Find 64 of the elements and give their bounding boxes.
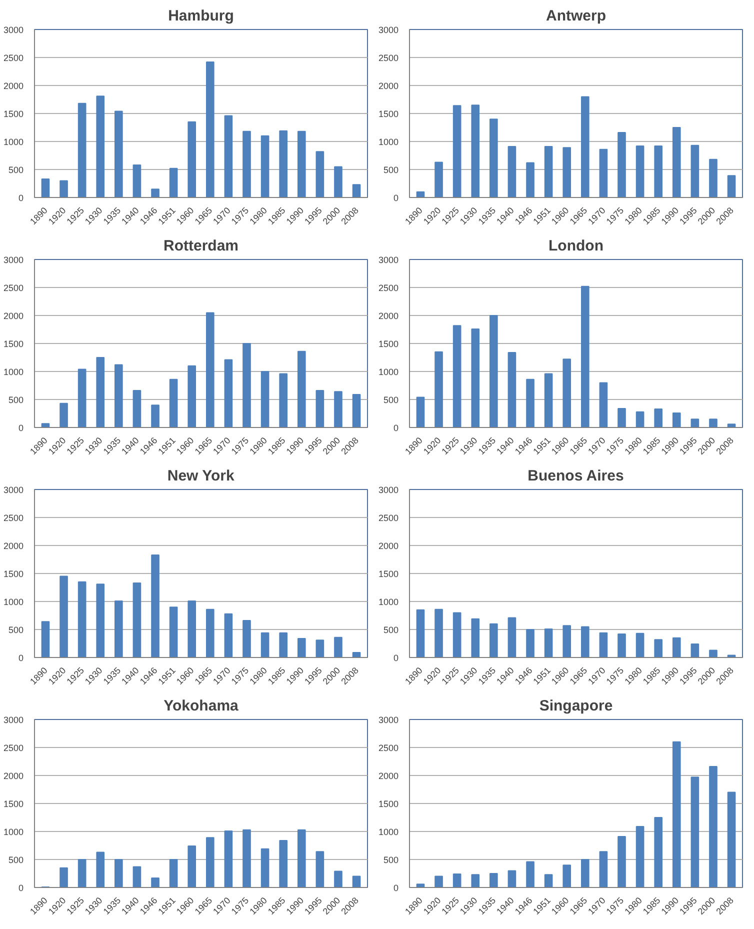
y-tick-label: 0 bbox=[393, 423, 399, 433]
y-tick-label: 1500 bbox=[378, 339, 399, 349]
y-tick-label: 2500 bbox=[3, 283, 24, 293]
y-tick-label: 500 bbox=[8, 855, 24, 865]
chart-title: Rotterdam bbox=[163, 238, 239, 254]
y-tick-label: 500 bbox=[383, 165, 399, 175]
y-tick-label: 2000 bbox=[378, 81, 399, 91]
y-tick-label: 2500 bbox=[3, 743, 24, 753]
y-tick-label: 2500 bbox=[378, 53, 399, 63]
y-tick-label: 0 bbox=[18, 883, 24, 893]
chart-title: New York bbox=[167, 468, 236, 484]
y-tick-label: 3000 bbox=[378, 25, 399, 35]
y-tick-label: 0 bbox=[393, 653, 399, 663]
y-tick-label: 0 bbox=[18, 193, 24, 203]
y-tick-label: 1000 bbox=[3, 827, 24, 837]
y-tick-label: 0 bbox=[18, 423, 24, 433]
y-tick-label: 3000 bbox=[378, 715, 399, 725]
y-tick-label: 1500 bbox=[3, 339, 24, 349]
y-tick-label: 1500 bbox=[378, 569, 399, 579]
y-tick-label: 500 bbox=[8, 165, 24, 175]
y-tick-label: 1500 bbox=[378, 109, 399, 119]
chart-title: Yokohama bbox=[164, 698, 240, 714]
y-tick-label: 1500 bbox=[3, 799, 24, 809]
y-tick-label: 2500 bbox=[3, 53, 24, 63]
y-tick-label: 1500 bbox=[3, 109, 24, 119]
y-tick-label: 3000 bbox=[3, 715, 24, 725]
y-tick-label: 2500 bbox=[378, 283, 399, 293]
chart-title: Buenos Aires bbox=[528, 468, 624, 484]
y-tick-label: 500 bbox=[383, 855, 399, 865]
y-tick-label: 3000 bbox=[3, 255, 24, 265]
y-tick-label: 2000 bbox=[3, 771, 24, 781]
chart-title: Hamburg bbox=[168, 8, 234, 24]
y-tick-label: 2500 bbox=[378, 743, 399, 753]
y-tick-label: 1000 bbox=[378, 367, 399, 377]
y-tick-label: 2000 bbox=[3, 541, 24, 551]
y-tick-label: 1500 bbox=[3, 569, 24, 579]
y-tick-label: 0 bbox=[18, 653, 24, 663]
y-tick-label: 1000 bbox=[3, 367, 24, 377]
y-tick-label: 0 bbox=[393, 883, 399, 893]
y-tick-label: 1000 bbox=[378, 827, 399, 837]
y-tick-label: 2000 bbox=[378, 311, 399, 321]
y-tick-label: 1000 bbox=[378, 137, 399, 147]
y-tick-label: 3000 bbox=[378, 255, 399, 265]
y-tick-label: 500 bbox=[8, 395, 24, 405]
y-tick-label: 0 bbox=[393, 193, 399, 203]
y-tick-label: 500 bbox=[383, 625, 399, 635]
y-tick-label: 1500 bbox=[378, 799, 399, 809]
y-tick-label: 500 bbox=[383, 395, 399, 405]
y-tick-label: 3000 bbox=[3, 25, 24, 35]
y-tick-label: 1000 bbox=[3, 597, 24, 607]
y-tick-label: 2000 bbox=[3, 311, 24, 321]
y-tick-label: 1000 bbox=[3, 137, 24, 147]
chart-title: Antwerp bbox=[546, 8, 606, 24]
y-tick-label: 2500 bbox=[3, 513, 24, 523]
y-tick-label: 2000 bbox=[3, 81, 24, 91]
chart-title: Singapore bbox=[539, 698, 613, 714]
y-tick-label: 3000 bbox=[3, 485, 24, 495]
y-tick-label: 2000 bbox=[378, 771, 399, 781]
y-tick-label: 500 bbox=[8, 625, 24, 635]
chart-title: London bbox=[548, 238, 604, 254]
y-tick-label: 2500 bbox=[378, 513, 399, 523]
y-tick-label: 3000 bbox=[378, 485, 399, 495]
y-tick-label: 2000 bbox=[378, 541, 399, 551]
y-tick-label: 1000 bbox=[378, 597, 399, 607]
